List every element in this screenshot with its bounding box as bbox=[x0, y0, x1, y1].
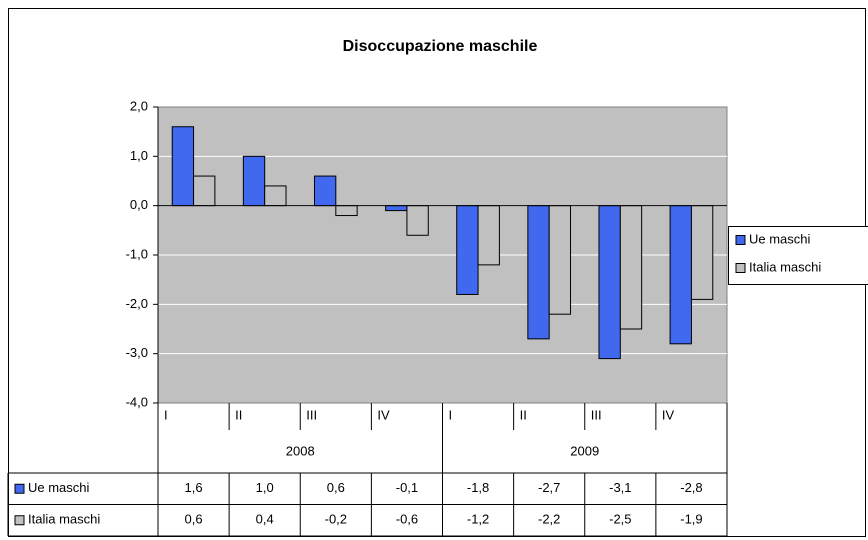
bar bbox=[242, 155, 266, 207]
x-tick-label: IV bbox=[662, 407, 675, 422]
legend-label: Italia maschi bbox=[749, 259, 821, 274]
table-legend-key bbox=[14, 515, 25, 526]
table-value: -3,1 bbox=[609, 480, 631, 495]
x-tick-label: II bbox=[235, 407, 242, 422]
legend-box bbox=[728, 226, 868, 285]
x-tick-label: II bbox=[520, 407, 527, 422]
table-value: -2,8 bbox=[680, 480, 702, 495]
bar bbox=[548, 205, 572, 315]
table-value: -2,7 bbox=[538, 480, 560, 495]
table-value: -1,8 bbox=[467, 480, 489, 495]
bar bbox=[619, 205, 643, 330]
table-value: 0,4 bbox=[256, 512, 274, 527]
y-tick-label: -3,0 bbox=[126, 345, 148, 360]
bar bbox=[598, 205, 621, 360]
table-series-name: Ue maschi bbox=[28, 480, 90, 495]
y-tick-label: -1,0 bbox=[126, 246, 148, 261]
table-value: -0,6 bbox=[396, 512, 418, 527]
table-legend-key bbox=[14, 483, 25, 494]
table-value: -0,2 bbox=[325, 512, 347, 527]
group-label: 2009 bbox=[570, 443, 599, 458]
group-label: 2008 bbox=[286, 443, 315, 458]
bar bbox=[335, 205, 358, 217]
bar bbox=[477, 205, 500, 266]
bar bbox=[456, 205, 479, 295]
table-value: 1,6 bbox=[185, 480, 203, 495]
table-value: -0,1 bbox=[396, 480, 418, 495]
bar bbox=[527, 205, 550, 340]
table-value: -2,5 bbox=[609, 512, 631, 527]
x-tick-label: III bbox=[591, 407, 602, 422]
y-tick-label: -4,0 bbox=[126, 394, 148, 409]
bar bbox=[690, 205, 714, 300]
table-value: 0,6 bbox=[327, 480, 345, 495]
y-tick-label: 0,0 bbox=[130, 197, 148, 212]
legend-key bbox=[735, 235, 746, 245]
table-value: -1,2 bbox=[467, 512, 489, 527]
x-tick-label: IV bbox=[377, 407, 390, 422]
x-tick-label: I bbox=[164, 407, 168, 422]
bar bbox=[313, 175, 337, 207]
legend-key bbox=[735, 263, 746, 273]
table-value: -1,9 bbox=[680, 512, 702, 527]
table-series-name: Italia maschi bbox=[28, 512, 100, 527]
y-tick-label: -2,0 bbox=[126, 296, 148, 311]
chart-title: Disoccupazione maschile bbox=[343, 38, 538, 55]
x-tick-label: I bbox=[449, 407, 453, 422]
x-tick-label: III bbox=[306, 407, 317, 422]
table-value: 1,0 bbox=[256, 480, 274, 495]
y-tick-label: 1,0 bbox=[130, 148, 148, 163]
bar bbox=[385, 205, 408, 212]
bar bbox=[669, 205, 692, 345]
bar bbox=[193, 175, 216, 207]
bar bbox=[171, 126, 195, 207]
table-value: 0,6 bbox=[185, 512, 203, 527]
table-value: -2,2 bbox=[538, 512, 560, 527]
legend-label: Ue maschi bbox=[749, 231, 811, 246]
y-tick-label: 2,0 bbox=[130, 98, 148, 113]
bar bbox=[264, 185, 287, 207]
bar bbox=[406, 205, 429, 236]
